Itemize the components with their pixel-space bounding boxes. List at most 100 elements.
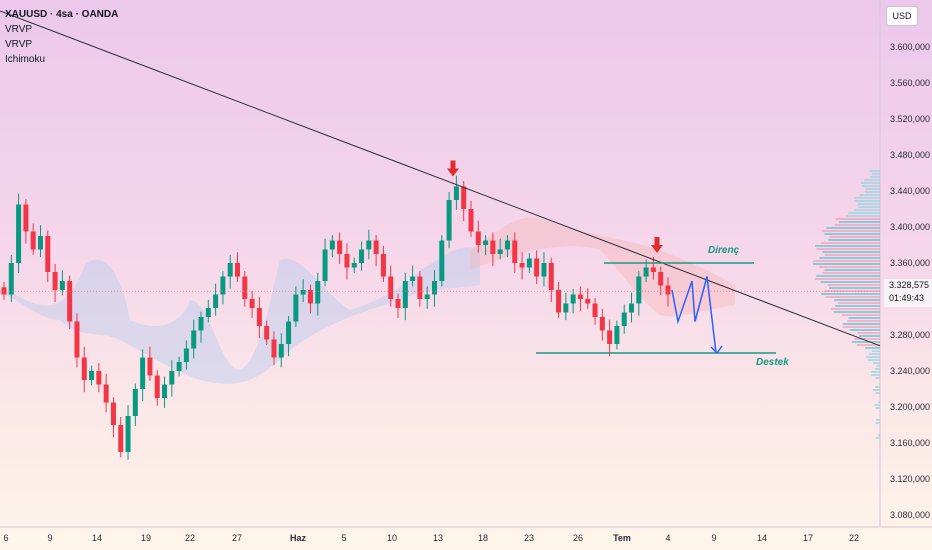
candle-body <box>402 281 408 308</box>
candle-body <box>453 186 459 200</box>
volume-profile-bar <box>874 404 880 406</box>
candle-body <box>650 267 656 272</box>
volume-profile-bar <box>827 284 880 286</box>
indicator-label[interactable]: Ichimoku <box>5 54 46 65</box>
candle-body <box>242 276 248 299</box>
ichimoku-cloud <box>5 247 480 384</box>
candle-body <box>322 249 328 281</box>
volume-profile-bar <box>858 206 880 208</box>
candle-body <box>410 276 416 281</box>
x-tick-label: 19 <box>141 533 151 543</box>
candle-body <box>315 281 321 304</box>
y-tick-label: 3.160,000 <box>890 438 930 448</box>
volume-profile-bar <box>842 326 880 328</box>
volume-profile-bar <box>812 263 880 265</box>
volume-profile-bar <box>871 350 880 352</box>
y-tick-label: 3.200,000 <box>890 402 930 412</box>
volume-profile-bar <box>853 209 880 211</box>
candle-body <box>417 276 423 299</box>
volume-profile-bar <box>820 281 880 283</box>
candle-body <box>286 321 292 344</box>
volume-profile-bar <box>878 401 880 403</box>
candle-body <box>256 308 262 326</box>
volume-profile-bar <box>819 266 880 268</box>
candle-body <box>234 263 240 277</box>
volume-profile-bar <box>821 293 880 295</box>
volume-profile-bar <box>876 365 880 367</box>
candle-body <box>169 371 175 385</box>
volume-profile-bar <box>872 389 880 391</box>
x-tick-label: 13 <box>433 533 443 543</box>
candle-body <box>359 249 365 263</box>
chart-legend: XAUUSD · 4sa · OANDA VRVP VRVP Ichimoku <box>5 7 118 67</box>
candle-body <box>468 209 474 232</box>
candle-body <box>366 240 372 250</box>
candle-body <box>439 240 445 281</box>
candle-body <box>220 276 226 295</box>
volume-profile-bar <box>815 245 880 247</box>
volume-profile-bar <box>831 308 880 310</box>
x-tick-label: 17 <box>803 533 813 543</box>
x-tick-label: 4 <box>665 533 670 543</box>
current-price-label: 3.328,575 <box>889 280 930 290</box>
candle-body <box>16 204 22 263</box>
candle-body <box>103 384 109 403</box>
candle-body <box>1 287 7 295</box>
candle-body <box>59 281 65 290</box>
candle-body <box>599 317 605 331</box>
volume-profile-bar <box>870 374 880 376</box>
currency-button[interactable]: USD <box>886 6 918 26</box>
candle-body <box>191 330 197 349</box>
resistance-label: Direnç <box>708 245 740 256</box>
candle-body <box>140 357 146 389</box>
indicator-label[interactable]: VRVP <box>5 39 33 50</box>
y-tick-label: 3.080,000 <box>890 510 930 520</box>
candle-body <box>475 231 481 245</box>
candle-body <box>67 281 73 322</box>
indicator-label[interactable]: VRVP <box>5 24 33 35</box>
volume-profile-bar <box>876 419 880 421</box>
candle-body <box>96 371 102 385</box>
volume-profile-bar <box>875 407 880 409</box>
candle-body <box>125 416 131 452</box>
candle-body <box>337 240 343 254</box>
candle-body <box>74 321 80 358</box>
y-tick-label: 3.400,000 <box>890 222 930 232</box>
symbol-label[interactable]: XAUUSD · 4sa · OANDA <box>5 9 119 20</box>
volume-profile-bar <box>834 224 880 226</box>
candle-body <box>183 348 189 362</box>
volume-profile-bar <box>834 299 880 301</box>
volume-profile-bar <box>857 203 880 205</box>
x-tick-label: Tem <box>613 533 631 543</box>
volume-profile-bar <box>874 386 880 388</box>
y-tick-label: 3.240,000 <box>890 366 930 376</box>
candle-body <box>162 384 168 398</box>
x-tick-label: 6 <box>3 533 8 543</box>
y-tick-label: 3.440,000 <box>890 186 930 196</box>
x-tick-label: 22 <box>849 533 859 543</box>
candle-body <box>227 263 233 277</box>
volume-profile-bar <box>875 437 880 439</box>
candle-body <box>118 425 124 452</box>
candle-body <box>380 254 386 277</box>
volume-profile-bar <box>838 221 880 223</box>
volume-profile-bar <box>835 305 880 307</box>
x-tick-label: 23 <box>524 533 534 543</box>
volume-profile-bar <box>828 239 880 241</box>
candle-body <box>534 258 540 277</box>
volume-profile-bar <box>824 254 880 256</box>
candle-body <box>329 240 335 250</box>
candle-body <box>300 290 306 295</box>
candle-body <box>592 303 598 317</box>
candle-body <box>629 303 635 313</box>
candle-body <box>446 200 452 241</box>
x-tick-label: 22 <box>185 533 195 543</box>
x-tick-label: 27 <box>232 533 242 543</box>
candle-body <box>307 290 313 304</box>
volume-profile-bar <box>826 227 880 229</box>
volume-profile-bar <box>821 230 880 232</box>
y-tick-label: 3.280,000 <box>890 330 930 340</box>
volume-profile-bar <box>838 302 880 304</box>
